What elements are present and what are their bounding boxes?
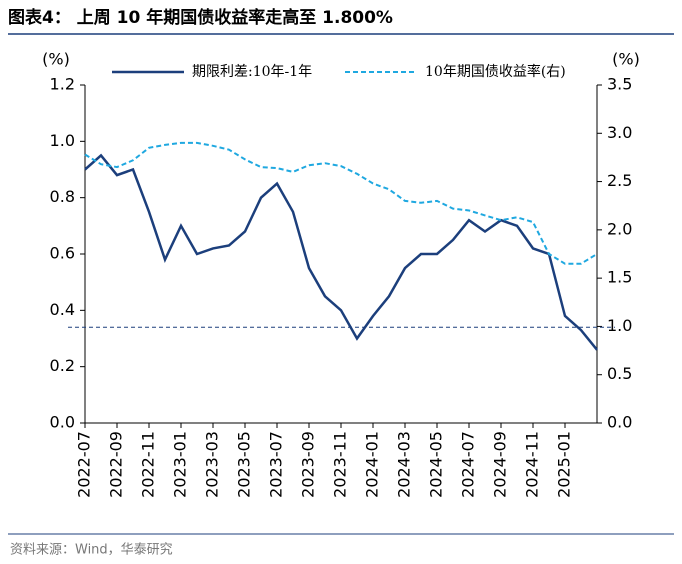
y2-tick-label: 3.5	[607, 75, 632, 94]
series-line	[84, 153, 598, 351]
source: 资料来源：Wind，华泰研究	[10, 543, 173, 558]
x-tick-label: 2023-01	[171, 431, 190, 498]
y2-tick-label: 3.0	[607, 123, 632, 142]
x-tick-label: 2024-05	[427, 431, 446, 498]
x-tick-label: 2024-07	[459, 431, 478, 498]
x-tick-label: 2022-11	[139, 431, 158, 498]
x-tick-label: 2024-01	[363, 431, 382, 498]
y2-axis-unit: (%)	[612, 50, 640, 69]
x-tick-label: 2024-09	[491, 431, 510, 498]
x-tick-label: 2024-03	[395, 431, 414, 498]
y-tick-label: 0.6	[50, 244, 75, 263]
y2-tick-label: 1.0	[607, 316, 632, 335]
y-tick-label: 0.0	[50, 413, 75, 432]
series-line	[84, 141, 598, 265]
y-tick-label: 1.0	[50, 131, 75, 150]
y2-tick-label: 2.0	[607, 219, 632, 238]
y-tick-label: 0.4	[50, 300, 75, 319]
x-tick-label: 2023-05	[235, 431, 254, 498]
x-tick-label: 2023-09	[299, 431, 318, 498]
y-axis-unit: (%)	[42, 50, 70, 69]
y-tick-label: 0.8	[50, 187, 75, 206]
x-tick-label: 2024-11	[523, 431, 542, 498]
chart-title: 图表4： 上周 10 年期国债收益率走高至 1.800%	[8, 7, 393, 28]
x-tick-label: 2023-11	[331, 431, 350, 498]
x-tick-label: 2023-03	[203, 431, 222, 498]
x-tick-label: 2023-07	[267, 431, 286, 498]
x-tick-label: 2022-09	[107, 431, 126, 498]
legend-label: 10年期国债收益率(右)	[425, 63, 566, 80]
x-tick-label: 2022-07	[75, 431, 94, 498]
y-tick-label: 1.2	[50, 75, 75, 94]
y2-tick-label: 2.5	[607, 171, 632, 190]
y2-tick-label: 0.0	[607, 413, 632, 432]
y2-tick-label: 1.5	[607, 268, 632, 287]
y-tick-label: 0.2	[50, 356, 75, 375]
x-tick-label: 2025-01	[555, 431, 574, 498]
y2-tick-label: 0.5	[607, 364, 632, 383]
legend-label: 期限利差:10年-1年	[192, 64, 312, 80]
